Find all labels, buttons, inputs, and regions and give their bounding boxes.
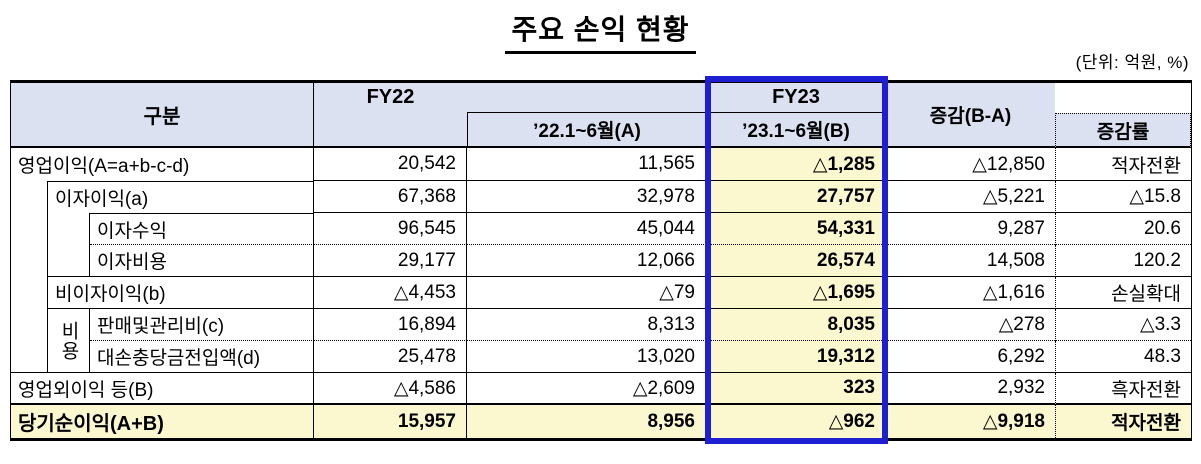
- page-title: 주요 손익 현황: [505, 8, 696, 54]
- row-4-rate: 120.2: [1055, 245, 1191, 277]
- row-3-label: 이자수익: [90, 213, 314, 245]
- row-6-fy22: 16,894: [314, 309, 467, 341]
- row-4-diff: 14,508: [886, 245, 1055, 277]
- row-4-label: 이자비용: [90, 245, 314, 277]
- row-9-diff: △9,918: [886, 405, 1055, 438]
- row-8-h23: 323: [706, 373, 886, 405]
- row-7-rate: 48.3: [1055, 341, 1191, 373]
- row-8-rate: 흑자전환: [1055, 373, 1191, 405]
- row-2-diff: △5,221: [886, 181, 1055, 213]
- row-3-h22: 45,044: [467, 213, 706, 245]
- profit-loss-table: 구분 FY22 ’22.1~6월(A) FY23 ’23.1~6월(B) 증감(…: [10, 76, 1192, 444]
- row-1-h23: △1,285: [706, 148, 886, 181]
- expense-group-label: 비용: [48, 309, 90, 373]
- row-1-diff: △12,850: [886, 148, 1055, 181]
- row-4-fy22: 29,177: [314, 245, 467, 277]
- row-6-h22: 8,313: [467, 309, 706, 341]
- row-5-h23: △1,695: [706, 277, 886, 309]
- row-6-label: 판매및관리비(c): [90, 309, 314, 341]
- row-5-fy22: △4,453: [314, 277, 467, 309]
- header-fy22-half: ’22.1~6월(A): [467, 113, 706, 148]
- row-1-label: 영업이익(A=a+b-c-d): [11, 148, 314, 181]
- row-7-fy22: 25,478: [314, 341, 467, 373]
- row-3-h23: 54,331: [706, 213, 886, 245]
- row-5-diff: △1,616: [886, 277, 1055, 309]
- row-8-diff: 2,932: [886, 373, 1055, 405]
- header-fy22: FY22: [314, 83, 467, 148]
- row-8-h22: △2,609: [467, 373, 706, 405]
- row-2-label: 이자이익(a): [48, 181, 314, 213]
- row-7-h23: 19,312: [706, 341, 886, 373]
- row-6-rate: △3.3: [1055, 309, 1191, 341]
- header-change: 증감(B-A): [886, 83, 1055, 148]
- row-9-h22: 8,956: [467, 405, 706, 438]
- row-5-rate: 손실확대: [1055, 277, 1191, 309]
- row-7-diff: 6,292: [886, 341, 1055, 373]
- row-9-label: 당기순이익(A+B): [11, 405, 314, 438]
- unit-label: (단위: 억원, %): [1075, 53, 1189, 72]
- row-9-fy22: 15,957: [314, 405, 467, 438]
- row-1-fy22: 20,542: [314, 148, 467, 181]
- row-1-h22: 11,565: [467, 148, 706, 181]
- row-3-rate: 20.6: [1055, 213, 1191, 245]
- row-2-fy22: 67,368: [314, 181, 467, 213]
- row-8-label: 영업외이익 등(B): [11, 373, 314, 405]
- row-5-h22: △79: [467, 277, 706, 309]
- row-1-rate: 적자전환: [1055, 148, 1191, 181]
- row-3-fy22: 96,545: [314, 213, 467, 245]
- header-change-rate: 증감률: [1055, 113, 1191, 148]
- row-5-label: 비이자이익(b): [48, 277, 314, 309]
- row-2-h23: 27,757: [706, 181, 886, 213]
- header-fy22-spacer: [467, 83, 706, 113]
- row-3-diff: 9,287: [886, 213, 1055, 245]
- indent-strip-level1: [11, 181, 48, 373]
- header-corner-blank: [1055, 83, 1191, 113]
- row-9-rate: 적자전환: [1055, 405, 1191, 438]
- header-category: 구분: [11, 83, 314, 148]
- row-6-h23: 8,035: [706, 309, 886, 341]
- row-2-rate: △15.8: [1055, 181, 1191, 213]
- row-8-fy22: △4,586: [314, 373, 467, 405]
- row-7-label: 대손충당금전입액(d): [90, 341, 314, 373]
- row-4-h23: 26,574: [706, 245, 886, 277]
- row-6-diff: △278: [886, 309, 1055, 341]
- row-9-h23: △962: [706, 405, 886, 438]
- row-7-h22: 13,020: [467, 341, 706, 373]
- header-fy23-half: ’23.1~6월(B): [706, 113, 886, 148]
- header-fy23: FY23: [706, 83, 886, 113]
- row-4-h22: 12,066: [467, 245, 706, 277]
- title-wrap: 주요 손익 현황: [0, 8, 1201, 54]
- row-2-h22: 32,978: [467, 181, 706, 213]
- indent-strip-level2: [48, 213, 90, 277]
